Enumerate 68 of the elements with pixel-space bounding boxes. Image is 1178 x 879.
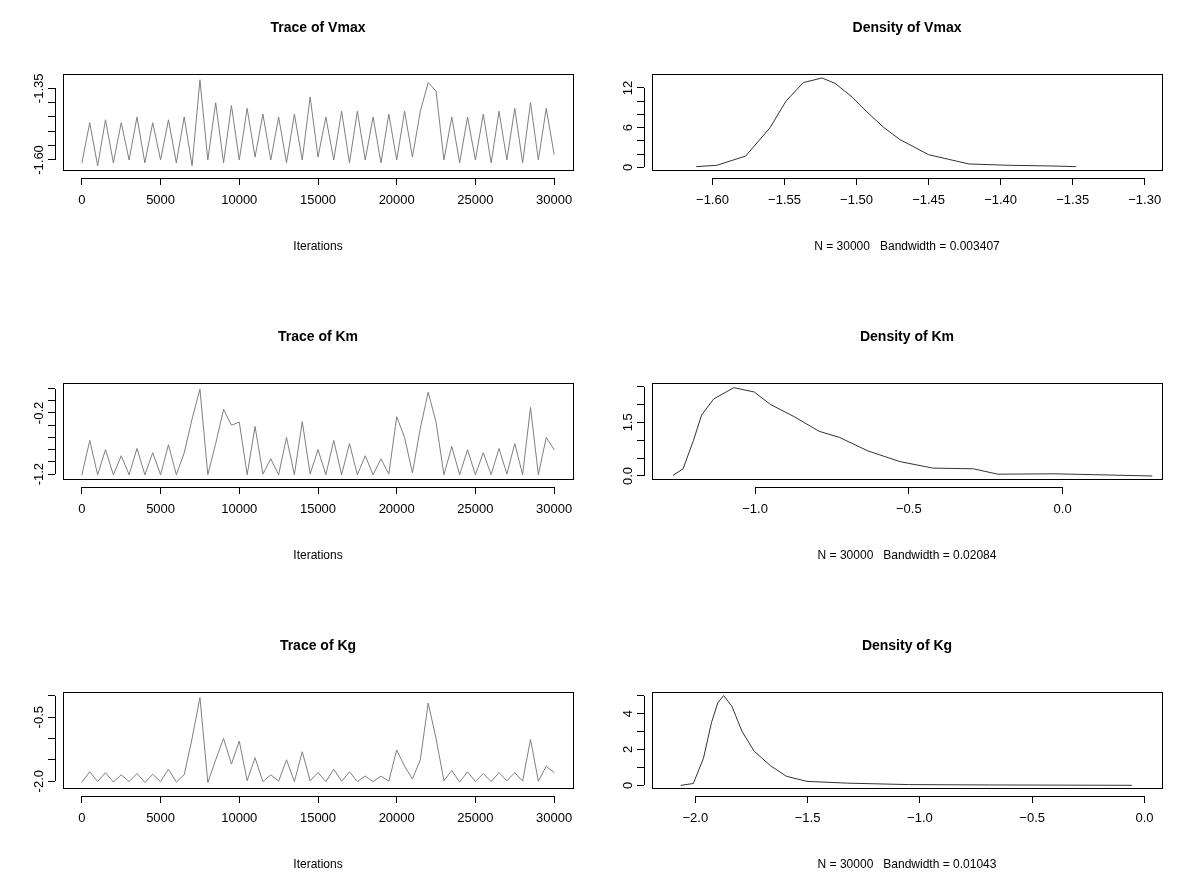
x-tick-label: 10000 [221,501,258,516]
y-tick-label: 0.0 [620,466,635,485]
y-tick-label: -0.2 [31,401,46,425]
x-tick-label: 5000 [146,192,176,207]
x-tick-label: 10000 [221,810,258,825]
x-tick-label: −2.0 [682,810,709,825]
x-tick-label: 0.0 [1135,810,1154,825]
x-tick-label: −0.5 [896,501,922,516]
line-series [680,695,1132,786]
line-series [81,79,555,167]
x-tick-label: −1.50 [840,192,874,207]
x-tick-label: 0 [78,192,86,207]
x-tick-label: −1.35 [1056,192,1090,207]
x-tick-label: 20000 [378,192,415,207]
x-tick-label: 30000 [536,192,573,207]
x-axis-title: Iterations [293,239,343,253]
y-tick-label: -1.35 [31,73,46,104]
x-tick-label: 0.0 [1053,501,1072,516]
x-tick-label: −1.0 [907,810,933,825]
line-series [672,387,1153,477]
x-tick-label: 5000 [146,501,176,516]
x-axis-title: N = 30000 Bandwidth = 0.01043 [817,857,997,871]
chart-title: Density of Kg [861,637,953,653]
x-tick-label: −1.45 [912,192,946,207]
chart-title: Trace of Km [277,328,359,344]
x-tick-label: 25000 [457,501,494,516]
chart-title: Density of Km [859,328,955,344]
x-tick-label: −1.30 [1128,192,1162,207]
y-tick-label: 1.5 [620,413,635,432]
x-axis-title: N = 30000 Bandwidth = 0.003407 [814,239,1001,253]
line-series [696,77,1077,168]
line-series [81,697,555,783]
x-axis-title: N = 30000 Bandwidth = 0.02084 [817,548,997,562]
x-tick-label: −1.60 [696,192,729,207]
x-tick-label: 10000 [221,192,258,207]
y-tick-label: 6 [620,123,635,132]
chart-title: Trace of Kg [279,637,357,653]
x-tick-label: 25000 [457,810,494,825]
x-tick-label: 0 [78,501,86,516]
x-axis-title: Iterations [293,857,343,871]
chart-title: Density of Vmax [852,19,962,35]
y-tick-label: 2 [620,745,635,754]
x-tick-label: 30000 [536,810,573,825]
x-tick-label: 30000 [536,501,573,516]
x-tick-label: 15000 [299,192,337,207]
x-tick-label: 15000 [299,501,337,516]
line-series [81,388,555,476]
x-tick-label: −0.5 [1019,810,1046,825]
y-tick-label: -1.2 [31,462,46,486]
x-tick-label: 0 [78,810,86,825]
chart-title: Trace of Vmax [270,19,366,35]
y-tick-label: 12 [620,80,635,96]
y-tick-label: 0 [620,781,635,789]
x-tick-label: −1.0 [742,501,768,516]
x-tick-label: 5000 [146,810,176,825]
y-tick-label: 4 [620,709,635,718]
y-tick-label: 0 [620,163,635,171]
x-tick-label: 20000 [378,501,415,516]
x-tick-label: −1.55 [768,192,801,207]
x-tick-label: −1.40 [984,192,1018,207]
x-tick-label: 15000 [299,810,337,825]
y-tick-label: -0.5 [31,705,46,729]
x-tick-label: 20000 [378,810,415,825]
y-tick-label: -1.60 [31,145,46,175]
x-tick-label: 25000 [457,192,494,207]
y-tick-label: -2.0 [31,769,46,793]
x-tick-label: −1.5 [794,810,821,825]
x-axis-title: Iterations [293,548,343,562]
